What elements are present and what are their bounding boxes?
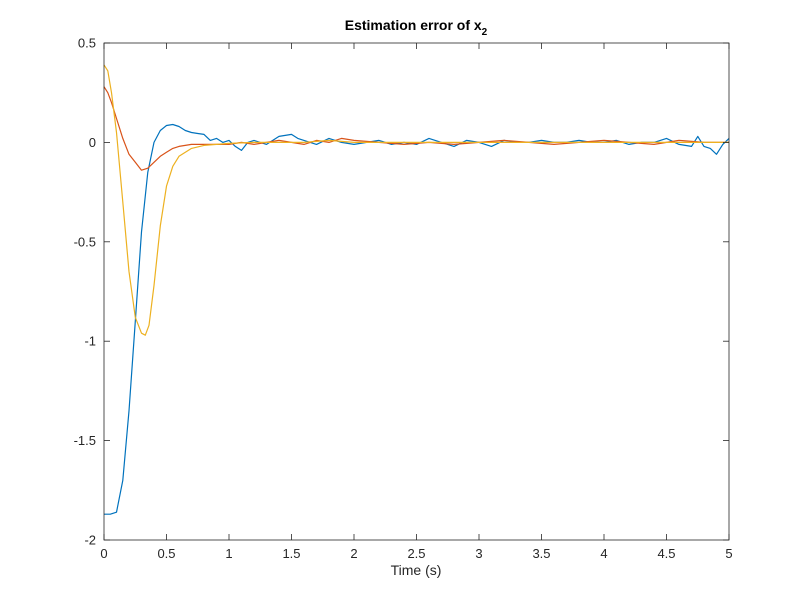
x-tick-label: 5 <box>725 546 732 561</box>
series-line-2 <box>103 86 729 171</box>
y-tick-label: -1.5 <box>74 433 96 448</box>
x-tick-label: 1 <box>225 546 232 561</box>
x-tick-label: 2.5 <box>407 546 425 561</box>
x-tick-label: 0 <box>100 546 107 561</box>
series-line-1 <box>104 123 730 515</box>
y-tick-label: -2 <box>84 533 96 548</box>
plot-area <box>104 43 729 540</box>
x-tick-label: 1.5 <box>282 546 300 561</box>
x-tick-label: 2 <box>350 546 357 561</box>
y-tick-label: 0 <box>89 135 96 150</box>
axis-ticks: 0 0.5 1 1.5 2 2.5 3 3.5 4 4.5 5 -2 -1.5 -1 -0.5 0 0.5 <box>74 36 733 562</box>
chart-title: Estimation error of x2 <box>345 17 488 38</box>
x-tick-label: 3.5 <box>532 546 550 561</box>
x-tick-label: 0.5 <box>157 546 175 561</box>
x-tick-label: 4.5 <box>657 546 675 561</box>
chart-title-main: Estimation error of x <box>345 17 482 33</box>
y-tick-label: -1 <box>84 334 96 349</box>
x-tick-label: 4 <box>600 546 607 561</box>
series-line-3 <box>103 64 729 336</box>
y-tick-label: -0.5 <box>74 234 96 249</box>
series-lines <box>103 64 730 515</box>
x-axis-title: Time (s) <box>391 562 442 578</box>
y-tick-label: 0.5 <box>78 36 96 51</box>
x-tick-label: 3 <box>475 546 482 561</box>
chart-title-subscript: 2 <box>482 27 488 38</box>
